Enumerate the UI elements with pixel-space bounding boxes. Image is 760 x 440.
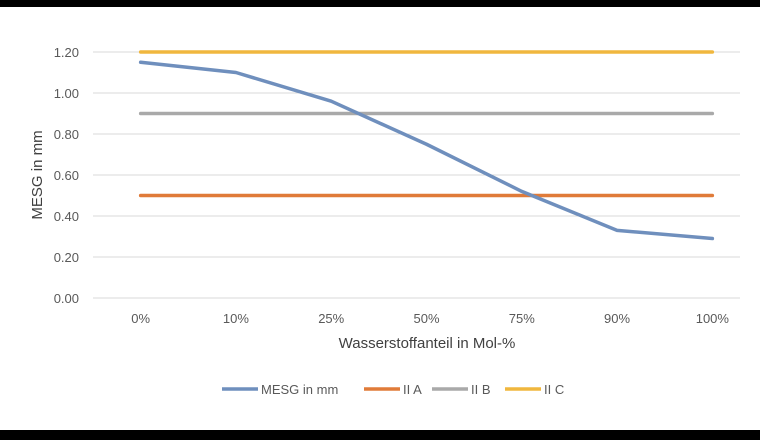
x-axis-ticks: 0% 10% 25% 50% 75% 90% 100% [131, 311, 729, 326]
series-lines [138, 50, 715, 241]
y-tick-label: 1.20 [54, 45, 79, 60]
x-tick-label: 25% [318, 311, 344, 326]
y-axis-title: MESG in mm [29, 130, 46, 219]
legend-label: II A [403, 382, 422, 397]
y-tick-label: 0.80 [54, 127, 79, 142]
gridlines [93, 51, 740, 299]
legend-label: II B [471, 382, 491, 397]
y-axis-ticks: 0.00 0.20 0.40 0.60 0.80 1.00 1.20 [54, 45, 79, 306]
x-tick-label: 100% [696, 311, 730, 326]
series-line-mesg-in-mm [138, 60, 715, 241]
x-tick-label: 0% [131, 311, 150, 326]
legend-label: MESG in mm [261, 382, 338, 397]
x-tick-label: 50% [413, 311, 439, 326]
legend-label: II C [544, 382, 564, 397]
x-axis-title: Wasserstoffanteil in Mol-% [339, 335, 516, 352]
x-tick-label: 75% [509, 311, 535, 326]
y-tick-label: 0.00 [54, 291, 79, 306]
x-tick-label: 90% [604, 311, 630, 326]
bottom-border [0, 430, 760, 440]
legend: MESG in mm II A II B II C [222, 382, 564, 397]
y-tick-label: 1.00 [54, 86, 79, 101]
y-tick-label: 0.40 [54, 209, 79, 224]
top-border [0, 0, 760, 7]
x-tick-label: 10% [223, 311, 249, 326]
y-tick-label: 0.20 [54, 250, 79, 265]
y-tick-label: 0.60 [54, 168, 79, 183]
